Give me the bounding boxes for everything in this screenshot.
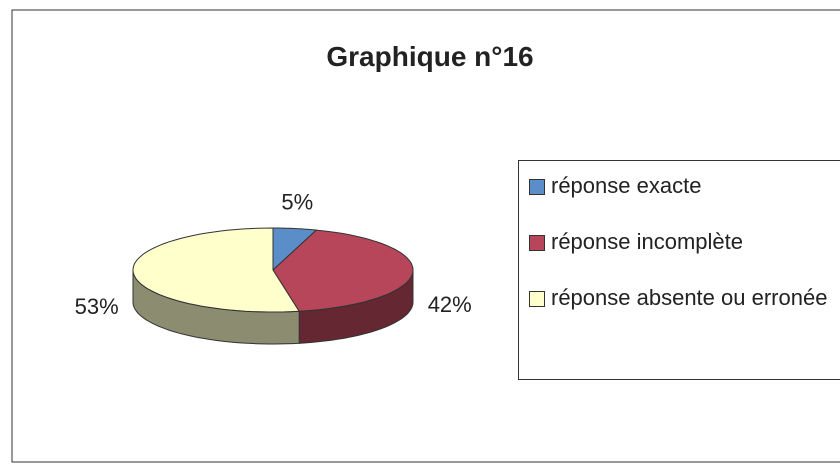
- data-label: 42%: [428, 292, 472, 317]
- legend: réponse exacte réponse incomplète réponse …: [518, 160, 840, 380]
- legend-label: réponse exacte: [551, 173, 702, 198]
- pie-slice: [132, 227, 301, 313]
- legend-swatch: [529, 291, 545, 307]
- legend-label: réponse incomplète: [551, 229, 744, 254]
- legend-swatch: [529, 235, 545, 251]
- legend-item: réponse incomplète: [529, 227, 834, 257]
- legend-item: réponse exacte: [529, 171, 834, 201]
- chart-title: Graphique n°16: [326, 41, 533, 72]
- legend-item: réponse absente ou erronée: [529, 283, 834, 313]
- pie-slice: [272, 229, 414, 312]
- data-label: 53%: [75, 294, 119, 319]
- data-label: 5%: [281, 190, 313, 215]
- legend-label: réponse absente ou erronée: [551, 285, 828, 310]
- legend-swatch: [529, 179, 545, 195]
